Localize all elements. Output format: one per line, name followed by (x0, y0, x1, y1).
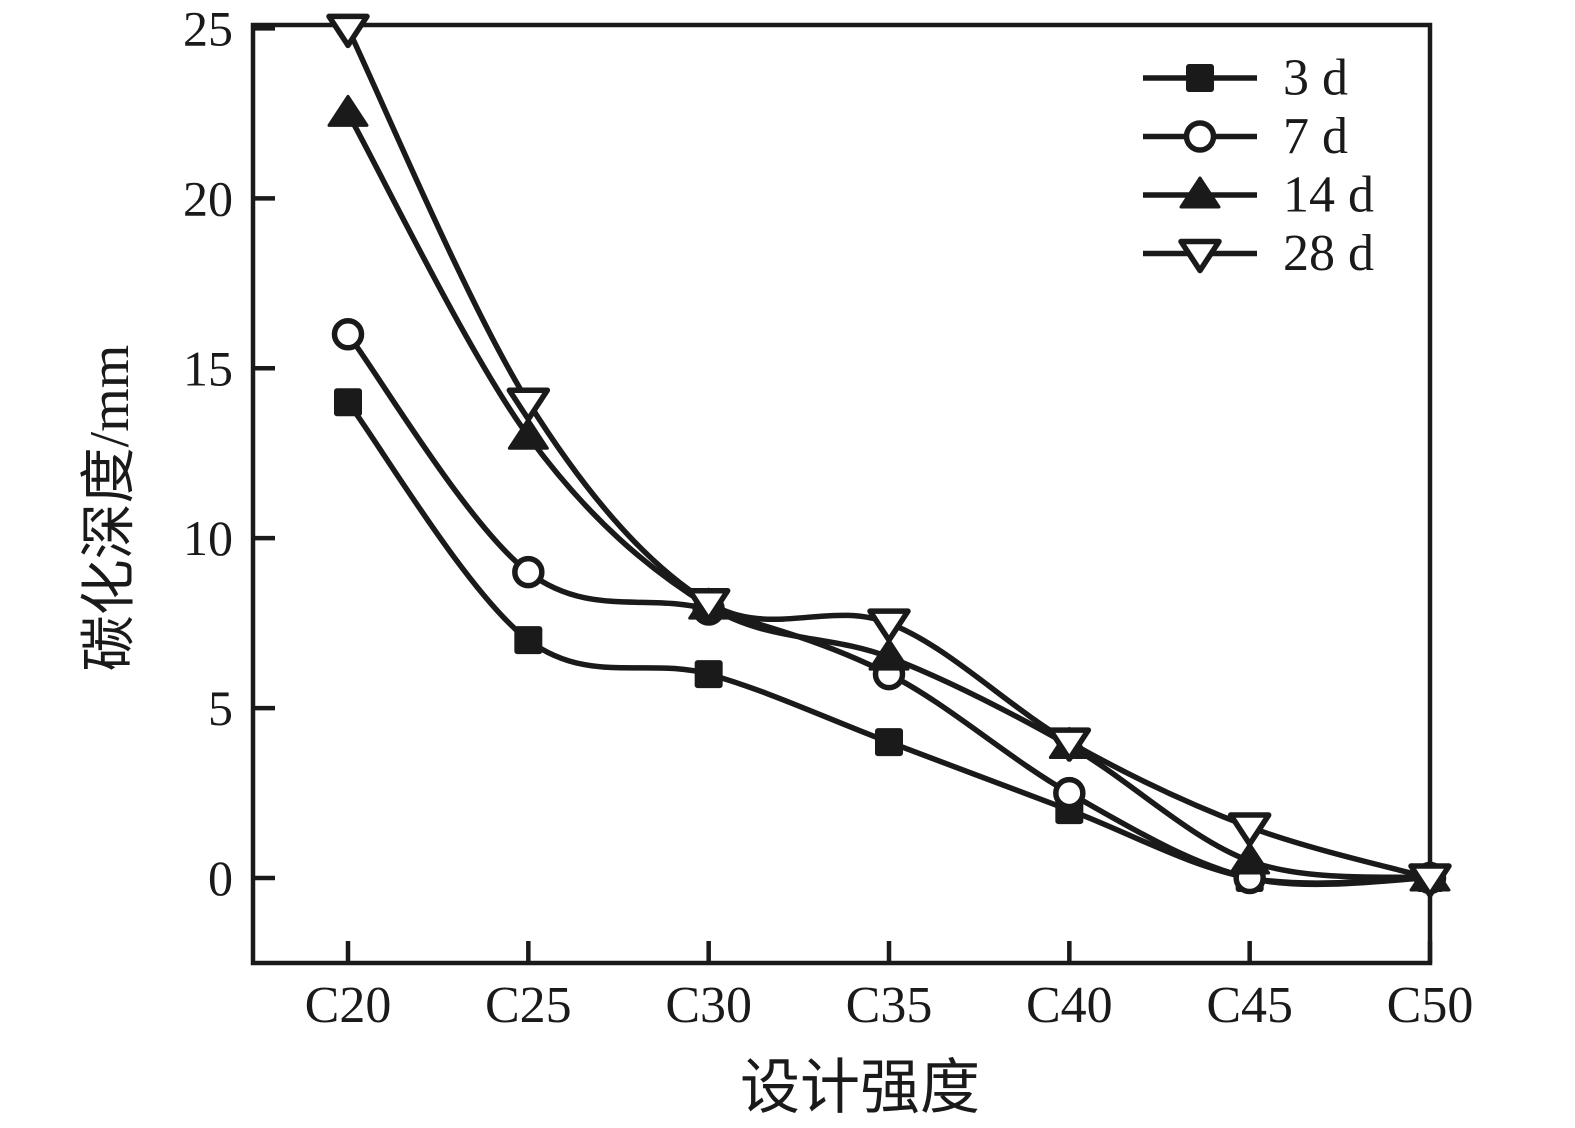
x-tick-label: C40 (1026, 977, 1113, 1034)
data-point-28d-C35 (867, 608, 911, 643)
y-axis-title: 碳化深度/mm (79, 345, 141, 672)
data-point-3d-C30 (694, 660, 723, 689)
data-point-7d-C25 (512, 555, 545, 589)
x-tick-label: C35 (846, 977, 933, 1034)
legend-marker-3d (1186, 64, 1214, 92)
data-point-28d-C25 (506, 387, 551, 422)
x-axis-title: 设计强度 (740, 1055, 980, 1121)
data-point-14d-C35 (868, 638, 910, 671)
x-tick-label: C50 (1387, 977, 1474, 1034)
data-point-28d-C45 (1227, 812, 1272, 847)
data-point-28d-C40 (1047, 727, 1092, 762)
data-point-28d-C30 (686, 588, 731, 623)
x-tick-label: C20 (305, 977, 392, 1034)
data-point-14d-C45 (1229, 842, 1271, 875)
data-point-3d-C20 (334, 388, 362, 417)
legend-marker-14d (1179, 176, 1221, 209)
series-line-14d (345, 112, 1431, 881)
legend-label-28d: 28 d (1283, 225, 1374, 282)
x-tick-label: C25 (485, 977, 572, 1034)
y-tick-label: 20 (183, 170, 233, 226)
y-tick-label: 0 (208, 850, 233, 906)
data-point-28d-C50 (1408, 863, 1452, 898)
legend-marker-28d (1178, 238, 1222, 274)
y-tick-label: 5 (208, 680, 233, 736)
data-point-14d-C25 (507, 417, 549, 450)
x-tick-label: C30 (665, 977, 752, 1034)
legend-label-7d: 7 d (1283, 108, 1348, 165)
data-point-3d-C35 (875, 728, 903, 757)
y-tick-label: 15 (183, 340, 233, 396)
y-tick-label: 25 (183, 0, 233, 56)
x-tick-label: C45 (1206, 977, 1293, 1034)
data-point-28d-C20 (326, 13, 370, 49)
data-point-14d-C20 (327, 94, 369, 127)
data-point-7d-C40 (1053, 776, 1086, 810)
y-tick-label: 10 (183, 510, 233, 566)
data-point-7d-C20 (331, 318, 365, 351)
legend-marker-7d (1183, 120, 1217, 153)
plot-border (250, 22, 1433, 966)
legend-label-3d: 3 d (1283, 50, 1348, 107)
legend-label-14d: 14 d (1283, 167, 1374, 224)
data-point-3d-C25 (514, 626, 543, 655)
